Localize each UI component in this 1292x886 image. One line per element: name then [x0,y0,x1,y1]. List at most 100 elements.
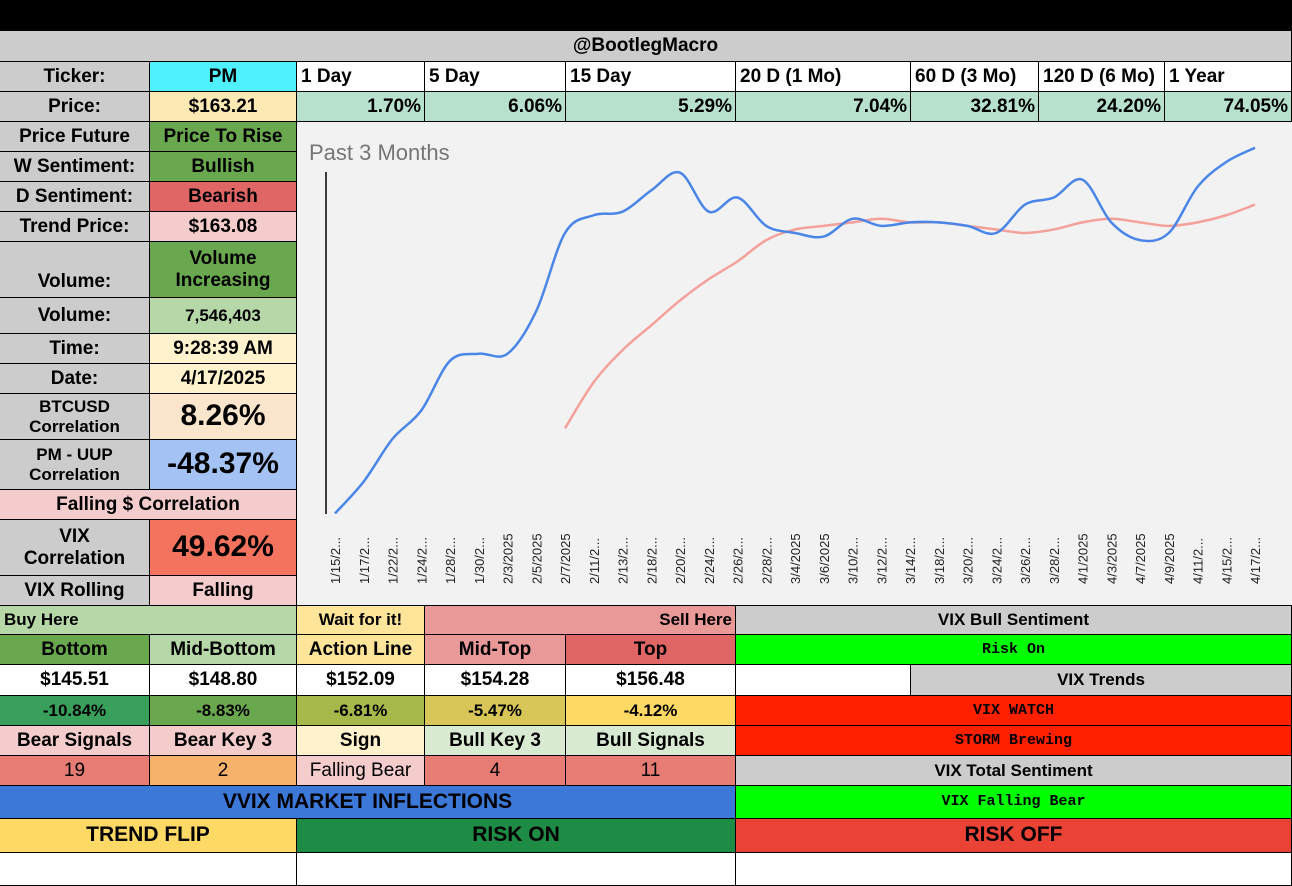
x-tick-label: 3/4/2025 [788,533,803,584]
x-tick-label: 2/13/2... [616,537,631,584]
x-tick-label: 1/30/2... [472,537,487,584]
period-1y-value: 74.05% [1165,92,1292,122]
period-120d-label: 120 D (6 Mo) [1039,62,1165,92]
bear-signals-value: 19 [0,756,150,786]
moving-average-line [563,203,1256,429]
bear-key3-value: 2 [150,756,297,786]
x-tick-label: 3/28/2... [1047,537,1062,584]
d-sentiment-value: Bearish [150,182,297,212]
vix-falling-bear: VIX Falling Bear [736,786,1292,819]
bear-key3-header: Bear Key 3 [150,726,297,756]
chart-title: Past 3 Months [309,140,450,165]
level-mid-top-header: Mid-Top [425,635,566,665]
bull-signals-header: Bull Signals [566,726,736,756]
level-mid-bottom-price: $148.80 [150,665,297,696]
uup-correlation-label: PM - UUP Correlation [0,440,150,490]
date-label: Date: [0,364,150,394]
period-1d-value: 1.70% [297,92,425,122]
period-15d-label: 15 Day [566,62,736,92]
period-5d-label: 5 Day [425,62,566,92]
falling-dollar-correlation: Falling $ Correlation [0,490,297,520]
sign-value: Falling Bear [297,756,425,786]
ticker-value: PM [150,62,297,92]
risk-off-header: RISK OFF [736,819,1292,853]
vix-rolling-value: Falling [150,576,297,606]
period-5d-value: 6.06% [425,92,566,122]
level-bottom-pct: -10.84% [0,696,150,726]
w-sentiment-value: Bullish [150,152,297,182]
x-tick-label: 2/24/2... [702,537,717,584]
x-tick-label: 2/7/2025 [558,533,573,584]
buy-here-label: Buy Here [0,606,297,635]
period-1y-label: 1 Year [1165,62,1292,92]
vix-correlation-value: 49.62% [150,520,297,576]
x-tick-label: 3/20/2... [961,537,976,584]
vix-blank-cell [736,665,911,696]
trend-flip-cell [0,853,297,886]
x-tick-label: 3/12/2... [874,537,889,584]
period-60d-value: 32.81% [911,92,1039,122]
volume-label: Volume: [0,298,150,334]
x-tick-label: 4/1/2025 [1076,533,1091,584]
x-tick-label: 2/3/2025 [501,533,516,584]
x-tick-label: 2/11/2... [587,538,602,584]
x-tick-label: 3/6/2025 [817,533,832,584]
time-value: 9:28:39 AM [150,334,297,364]
trend-price-label: Trend Price: [0,212,150,242]
period-60d-label: 60 D (3 Mo) [911,62,1039,92]
level-top-header: Top [566,635,736,665]
x-tick-label: 4/7/2025 [1133,533,1148,584]
trend-price-value: $163.08 [150,212,297,242]
x-tick-label: 4/3/2025 [1104,533,1119,584]
sell-here-label: Sell Here [425,606,736,635]
period-15d-value: 5.29% [566,92,736,122]
x-tick-label: 4/15/2... [1219,537,1234,584]
chart-svg: Past 3 Months 1/15/2... 1/17/2... 1/22/2..… [309,140,1263,584]
x-tick-label: 1/15/2... [328,537,343,584]
btc-correlation-label: BTCUSD Correlation [0,394,150,440]
level-action-price: $152.09 [297,665,425,696]
price-label: Price: [0,92,150,122]
x-tick-label: 1/24/2... [414,537,429,584]
level-mid-top-price: $154.28 [425,665,566,696]
vix-storm-brewing: STORM Brewing [736,726,1292,756]
volume-state-value: Volume Increasing [150,242,297,298]
x-tick-label: 3/10/2... [846,537,861,584]
level-top-pct: -4.12% [566,696,736,726]
level-mid-top-pct: -5.47% [425,696,566,726]
trend-flip-header: TREND FLIP [0,819,297,853]
sheet-title: @BootlegMacro [0,31,1292,62]
wait-label: Wait for it! [297,606,425,635]
x-tick-label: 4/9/2025 [1162,533,1177,584]
sign-header: Sign [297,726,425,756]
period-20d-value: 7.04% [736,92,911,122]
risk-off-cell [736,853,1292,886]
volume-state-label: Volume: [0,242,150,298]
price-value: $163.21 [150,92,297,122]
x-tick-label: 2/26/2... [731,537,746,584]
vvix-title: VVIX MARKET INFLECTIONS [0,786,736,819]
bull-key3-value: 4 [425,756,566,786]
risk-on-cell [297,853,736,886]
bull-key3-header: Bull Key 3 [425,726,566,756]
x-tick-label: 3/14/2... [903,537,918,584]
vix-rolling-label: VIX Rolling [0,576,150,606]
vix-correlation-label: VIX Correlation [0,520,150,576]
risk-on-header: RISK ON [297,819,736,853]
time-label: Time: [0,334,150,364]
vix-total-sentiment-label: VIX Total Sentiment [736,756,1292,786]
uup-correlation-value: -48.37% [150,440,297,490]
level-mid-bottom-header: Mid-Bottom [150,635,297,665]
period-20d-label: 20 D (1 Mo) [736,62,911,92]
price-chart: Past 3 Months 1/15/2... 1/17/2... 1/22/2..… [297,122,1292,606]
x-tick-label: 2/5/2025 [529,533,544,584]
vix-bull-sentiment-label: VIX Bull Sentiment [736,606,1292,635]
x-tick-label: 3/24/2... [989,537,1004,584]
ticker-label: Ticker: [0,62,150,92]
price-line [334,146,1256,515]
d-sentiment-label: D Sentiment: [0,182,150,212]
x-tick-label: 1/22/2... [386,537,401,584]
top-bar [0,0,1292,31]
x-tick-label: 4/11/2... [1191,538,1206,584]
level-bottom-price: $145.51 [0,665,150,696]
